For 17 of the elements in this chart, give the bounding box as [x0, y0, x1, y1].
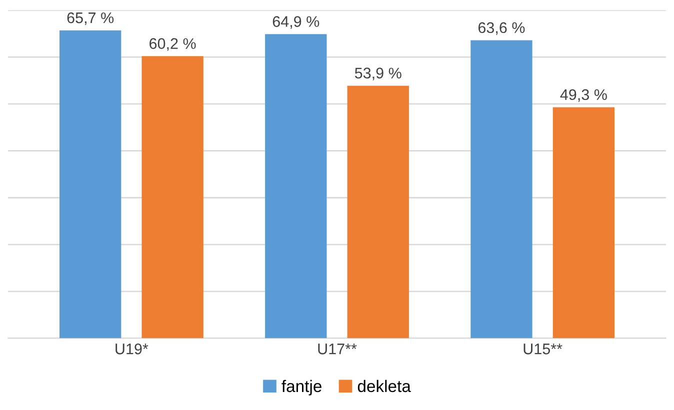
data-label: 64,9 %: [272, 16, 320, 29]
x-tick-label: U19*: [116, 344, 148, 354]
data-label: 65,7 %: [67, 12, 114, 26]
data-label: 49,3 %: [560, 89, 607, 102]
bar: [347, 86, 409, 338]
legend-label: fantje: [282, 380, 322, 396]
data-label: 60,2 %: [150, 38, 196, 51]
data-label: 53,9 %: [354, 68, 402, 80]
bar: [59, 30, 122, 338]
bar: [265, 34, 327, 338]
legend-label: dekleta: [358, 380, 411, 392]
bar: [552, 107, 615, 338]
x-tick-label: U15**: [524, 344, 562, 354]
bar: [470, 40, 532, 338]
data-label: 63,6 %: [478, 22, 525, 35]
x-tick-label: U17**: [318, 344, 357, 354]
bar: [142, 56, 204, 338]
